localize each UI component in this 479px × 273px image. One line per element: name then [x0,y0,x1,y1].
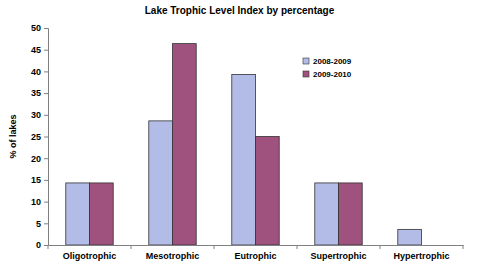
y-tick: 35 [31,88,48,98]
bar [339,183,363,245]
y-tick-mark [44,93,48,94]
y-tick: 50 [31,23,48,33]
y-tick: 30 [31,110,48,120]
x-tick-label: Oligotrophic [63,251,117,261]
legend-label: 2008-2009 [313,57,352,66]
x-separator [380,245,381,249]
x-separator [48,245,49,249]
y-tick-label: 5 [36,219,41,229]
y-tick-mark [44,202,48,203]
y-tick-mark [44,50,48,51]
x-tick-label: Hypertrophic [393,251,449,261]
x-tick-label: Supertrophic [310,251,366,261]
legend-item: 2008-2009 [303,57,352,66]
y-tick-mark [44,28,48,29]
x-tick-label: Mesotrophic [146,251,200,261]
y-tick-mark [44,71,48,72]
y-tick: 5 [36,219,48,229]
y-tick-label: 10 [31,197,41,207]
x-separator [214,245,215,249]
y-axis-title: % of lakes [8,114,18,158]
chart-container: 0 5 10 15 20 25 30 35 40 45 50 Oligotrophic Mesotrop… [0,0,479,273]
y-axis: 0 5 10 15 20 25 30 35 40 45 50 [31,23,49,250]
y-axis-line [44,29,49,246]
bars [66,44,422,245]
x-separators [48,245,463,249]
chart-title: Lake Trophic Level Index by percentage [145,5,335,16]
x-separator [131,245,132,249]
x-axis: Oligotrophic Mesotrophic Eutrophic Supertro… [48,245,464,261]
legend-label: 2009-2010 [313,70,352,79]
legend-item: 2009-2010 [303,70,352,79]
x-tick: Oligotrophic [63,245,117,261]
bar [232,74,256,245]
y-tick-label: 15 [31,175,41,185]
x-tick: Mesotrophic [146,245,200,261]
y-tick-mark [44,158,48,159]
y-tick: 25 [31,132,48,142]
x-separator [297,245,298,249]
y-tick-label: 0 [36,240,41,250]
x-tick: Supertrophic [310,245,366,261]
chart-svg: 0 5 10 15 20 25 30 35 40 45 50 Oligotrophic Mesotrop… [0,0,479,273]
y-tick: 10 [31,197,48,207]
bar [315,183,339,245]
y-tick: 45 [31,45,48,55]
y-tick-mark [44,137,48,138]
bar [256,137,280,246]
x-tick-label: Eutrophic [235,251,277,261]
y-tick: 0 [36,240,48,250]
y-tick-label: 30 [31,110,41,120]
bar [173,44,197,245]
y-tick-label: 25 [31,132,41,142]
bar [398,229,422,245]
x-axis-line [49,245,464,246]
y-tick-mark [44,223,48,224]
x-tick: Eutrophic [235,245,277,261]
bar [149,121,173,245]
y-tick-label: 20 [31,154,41,164]
y-tick-label: 40 [31,67,41,77]
y-tick-label: 45 [31,45,41,55]
y-tick: 15 [31,175,48,185]
y-tick: 20 [31,154,48,164]
y-tick-mark [44,245,48,246]
legend-swatch [303,58,309,64]
bar [66,183,90,245]
y-tick-label: 35 [31,88,41,98]
legend: 2008-2009 2009-2010 [303,57,352,79]
y-tick-label: 50 [31,23,41,33]
x-tick: Hypertrophic [393,245,449,261]
background [0,0,479,273]
bar [90,183,114,245]
y-tick: 40 [31,67,48,77]
bar [422,245,446,246]
y-tick-mark [44,115,48,116]
legend-swatch [303,71,309,77]
x-separator [463,245,464,249]
y-tick-mark [44,180,48,181]
plot-area: 0 5 10 15 20 25 30 35 40 45 50 Oligotrophic Mesotrop… [31,23,464,261]
